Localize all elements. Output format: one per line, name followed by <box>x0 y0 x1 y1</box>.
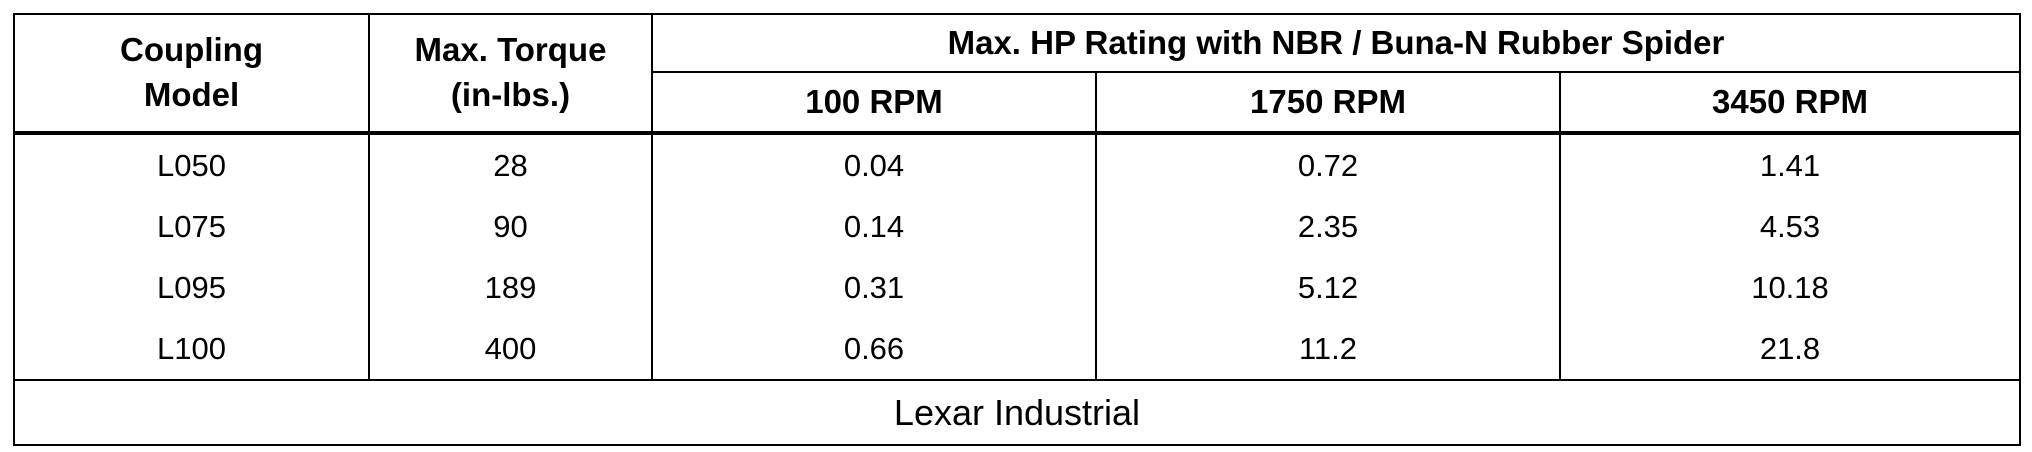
table-cell: 28 <box>368 131 653 196</box>
table-cell: 21.8 <box>1559 318 2021 381</box>
table-row: L095 189 0.31 5.12 10.18 <box>13 257 2021 318</box>
header-cell: 3450 RPM <box>1559 71 2021 135</box>
table-cell: 0.14 <box>651 196 1097 257</box>
table-cell: 5.12 <box>1095 257 1561 318</box>
header-cell: Max. Torque (in-lbs.) <box>368 13 653 135</box>
table-cell: L100 <box>13 318 370 381</box>
table-row: L050 28 0.04 0.72 1.41 <box>13 131 2021 196</box>
table-cell: 4.53 <box>1559 196 2021 257</box>
header-cell: 1750 RPM <box>1095 71 1561 135</box>
header-group: Max. HP Rating with NBR / Buna-N Rubber … <box>651 13 2021 73</box>
table-body: L050 28 0.04 0.72 1.41 L075 90 0.14 2.35 4.53 L095… <box>13 131 2021 381</box>
table-cell: 400 <box>368 318 653 381</box>
header-cell: Coupling Model <box>13 13 370 135</box>
table-cell: 0.04 <box>651 131 1097 196</box>
table-row: L075 90 0.14 2.35 4.53 <box>13 196 2021 257</box>
header-cell: 100 RPM <box>651 71 1097 135</box>
table-cell: 10.18 <box>1559 257 2021 318</box>
table-cell: 0.72 <box>1095 131 1561 196</box>
table-cell: 0.66 <box>651 318 1097 381</box>
table-cell: 11.2 <box>1095 318 1561 381</box>
table-cell: 2.35 <box>1095 196 1561 257</box>
table-cell: L075 <box>13 196 370 257</box>
table-cell: L050 <box>13 131 370 196</box>
table-cell: 0.31 <box>651 257 1097 318</box>
table-cell: 90 <box>368 196 653 257</box>
table-row: L100 400 0.66 11.2 21.8 <box>13 318 2021 381</box>
footer: Lexar Industrial <box>13 379 2021 446</box>
table-cell: 1.41 <box>1559 131 2021 196</box>
table-cell: L095 <box>13 257 370 318</box>
table-cell: 189 <box>368 257 653 318</box>
hp-rating-table: Coupling Model Max. Torque (in-lbs.) Max… <box>13 13 2021 446</box>
